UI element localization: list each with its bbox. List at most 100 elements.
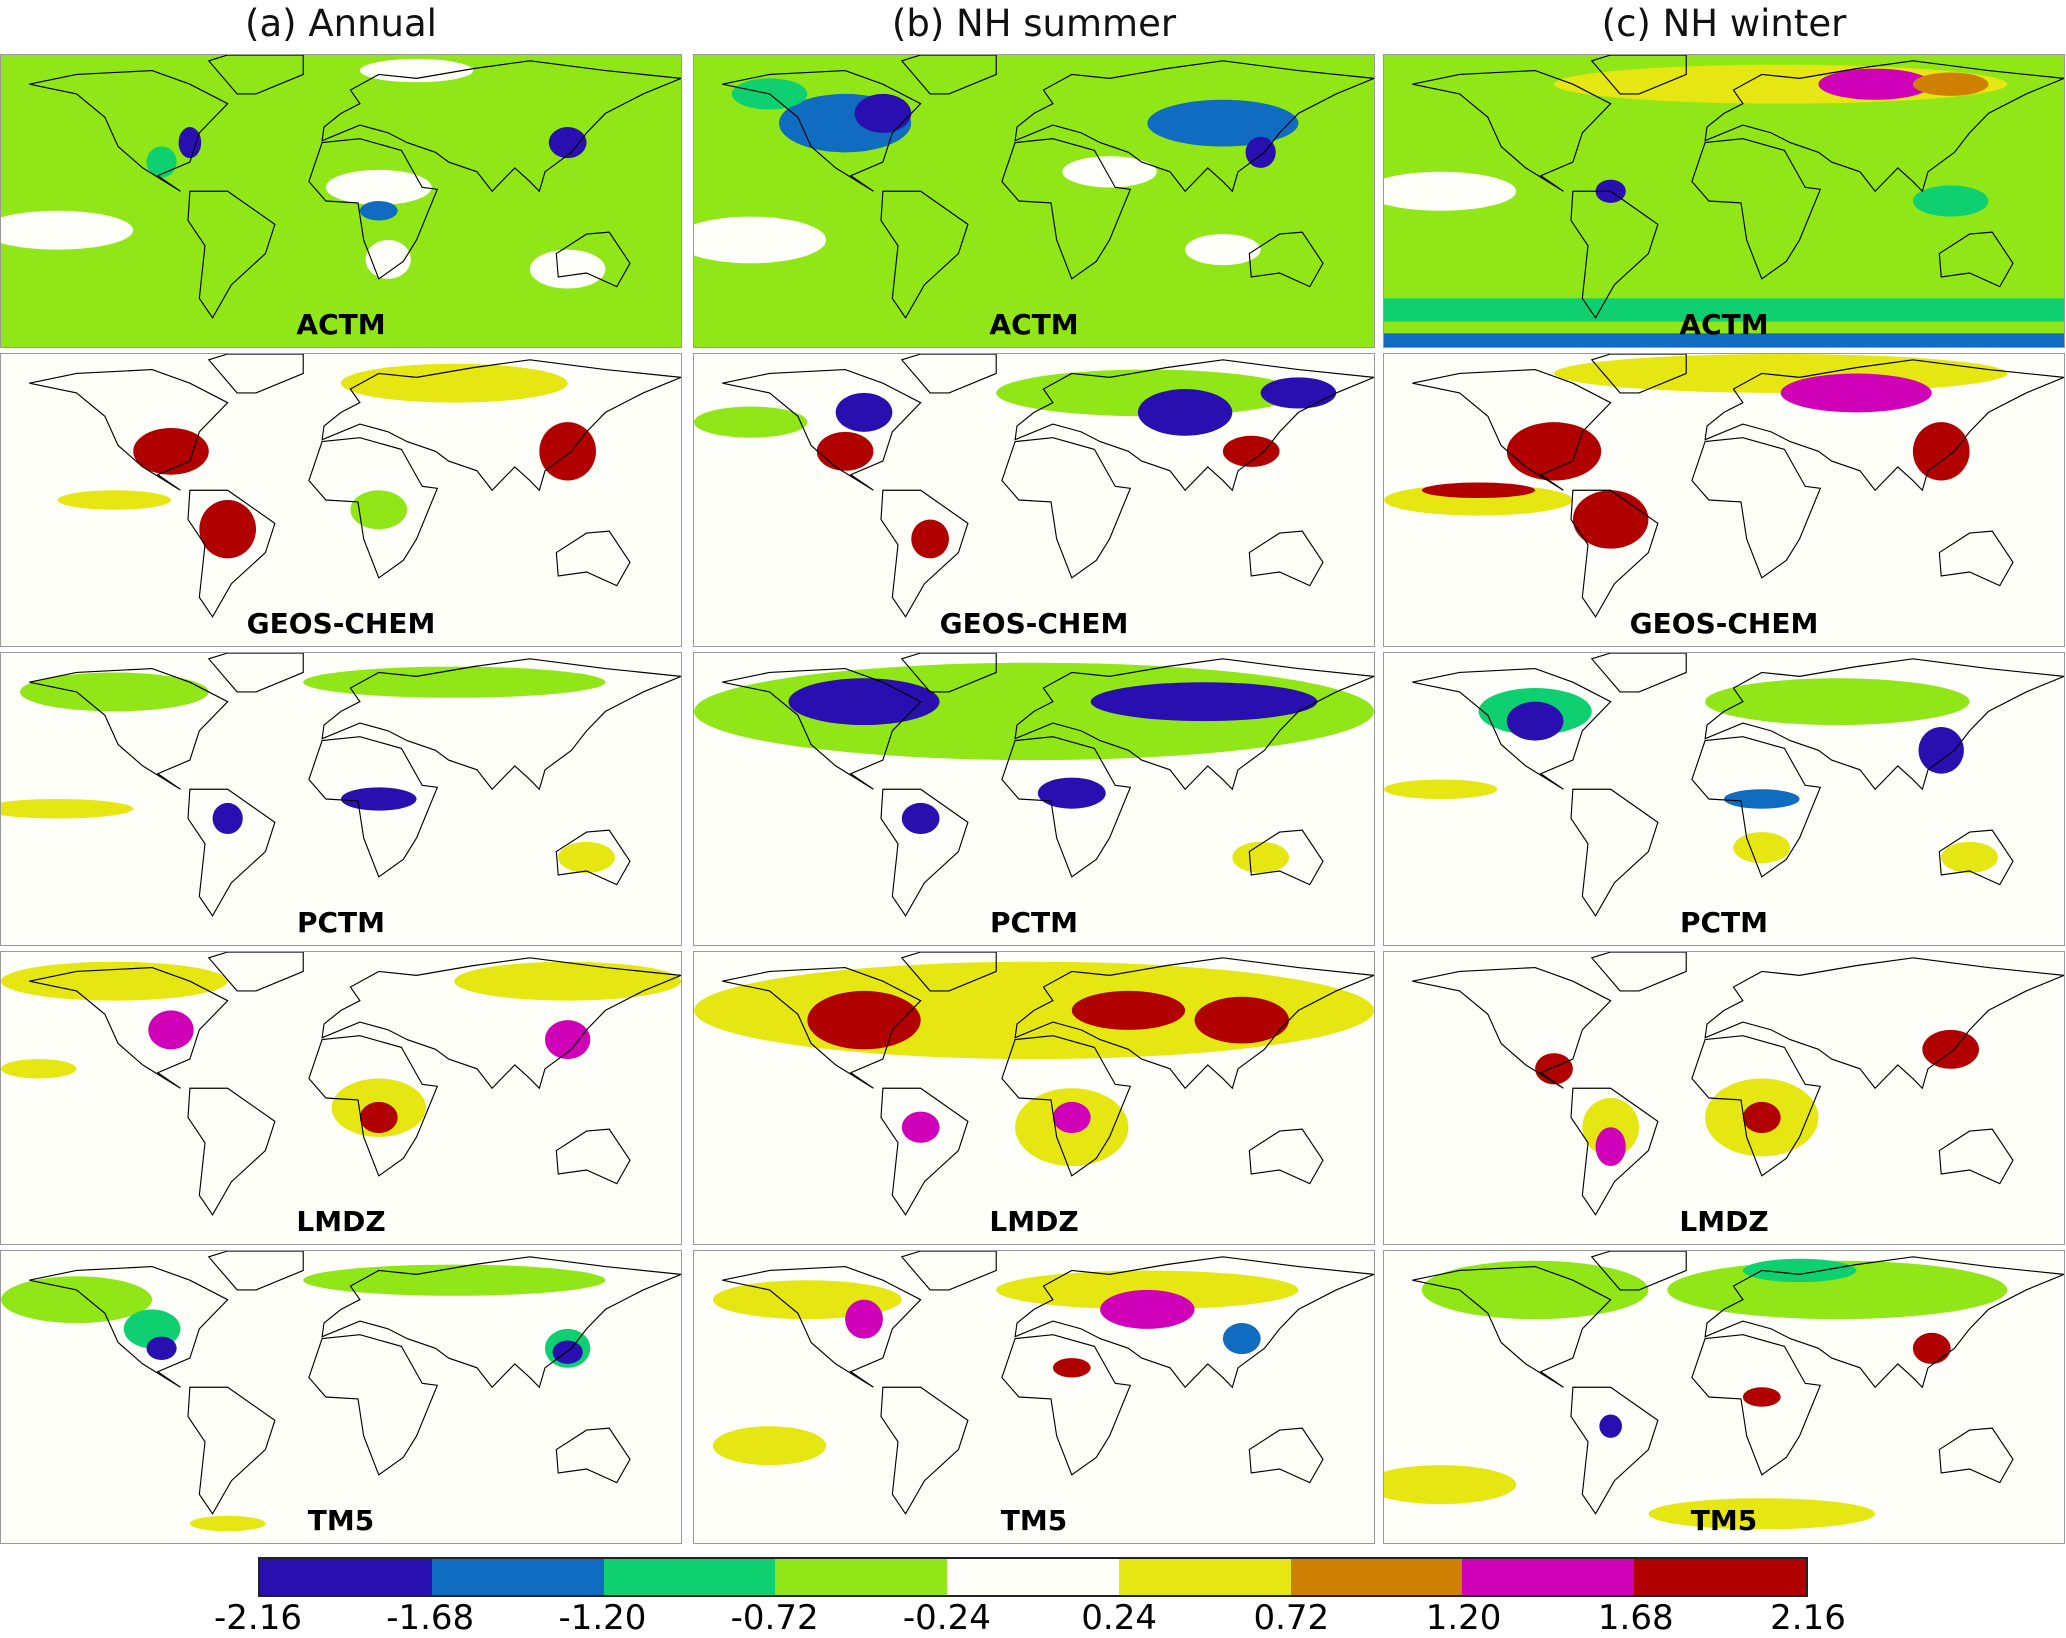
anomaly-region <box>1554 354 2008 393</box>
coastline <box>1704 1256 2064 1389</box>
coastline <box>722 667 922 790</box>
anomaly-region <box>341 363 568 403</box>
anomaly-region <box>146 1336 177 1361</box>
coastline <box>880 788 969 917</box>
anomaly-region <box>19 672 209 712</box>
colorbar-tick: 1.20 <box>1425 1598 1502 1638</box>
model-label: ACTM <box>1679 308 1769 341</box>
coastline <box>722 69 922 192</box>
map-panel-pctm-nh-winter: PCTM <box>1383 652 2065 946</box>
anomaly-region <box>1922 1029 1979 1069</box>
anomaly-region <box>1100 1289 1195 1329</box>
anomaly-region <box>1 210 134 250</box>
anomaly-region <box>1599 1414 1622 1438</box>
map-panel-geos-chem-annual: GEOS-CHEM <box>0 353 682 647</box>
coastline <box>1570 190 1659 319</box>
coastline <box>308 437 439 579</box>
coastline <box>1590 653 1687 693</box>
coastline <box>187 1386 276 1515</box>
coastline <box>1248 530 1324 587</box>
anomaly-region <box>359 201 398 221</box>
model-label: PCTM <box>1679 906 1769 939</box>
anomaly-region <box>1912 422 1970 481</box>
anomaly-region <box>539 422 596 481</box>
coastline <box>1014 957 1374 1090</box>
anomaly-region <box>1421 1260 1649 1320</box>
colorbar-tick: -2.16 <box>214 1598 302 1638</box>
anomaly-region <box>1 799 134 819</box>
map-image <box>1384 1251 2064 1543</box>
anomaly-region <box>694 216 827 264</box>
coastline <box>1691 736 1822 878</box>
anomaly-region <box>454 961 681 1001</box>
colorbar-segment <box>1462 1559 1635 1595</box>
colorbar-segment <box>775 1559 948 1595</box>
colorbar-segment <box>431 1559 604 1595</box>
coastline <box>1938 829 2014 886</box>
coastline <box>1590 55 1687 95</box>
colorbar-tick: 0.72 <box>1253 1598 1330 1638</box>
coastline <box>187 788 276 917</box>
map-image <box>1384 653 2064 945</box>
anomaly-region <box>1733 832 1791 864</box>
colorbar-tick: 2.16 <box>1770 1598 1846 1638</box>
coastline <box>880 1087 969 1216</box>
coastline <box>29 667 229 790</box>
colorbar-tick: -1.68 <box>386 1598 475 1638</box>
coastline <box>1248 1427 1324 1484</box>
colorbar-tick: 0.24 <box>1081 1598 1157 1638</box>
coastline <box>308 736 439 878</box>
anomaly-band <box>1384 298 2064 322</box>
coastline <box>321 957 681 1090</box>
coastline <box>900 1251 997 1291</box>
anomaly-region <box>1572 490 1649 549</box>
coastline <box>1014 359 1374 492</box>
anomaly-region <box>359 1101 398 1134</box>
anomaly-region <box>1062 156 1157 188</box>
anomaly-region <box>148 1010 194 1050</box>
coastline <box>1570 489 1659 618</box>
model-label: LMDZ <box>1679 1205 1769 1238</box>
model-label: GEOS-CHEM <box>1629 607 1819 640</box>
colorbar-tick: -0.24 <box>902 1598 991 1638</box>
column-title-nh-summer: (b) NH summer <box>891 2 1177 45</box>
anomaly-region <box>529 249 606 289</box>
map-panel-actm-nh-summer: ACTM <box>693 54 1375 348</box>
map-image <box>1384 354 2064 646</box>
coastline <box>722 1265 922 1388</box>
anomaly-region <box>1071 990 1186 1030</box>
coastline <box>1570 1087 1659 1216</box>
coastline <box>900 952 997 992</box>
colorbar-segment <box>260 1559 432 1595</box>
coastline <box>1412 368 1612 491</box>
coastline <box>187 489 276 618</box>
column-title-nh-winter: (c) NH winter <box>1601 2 1847 45</box>
coastline <box>1014 1256 1374 1389</box>
coastline <box>1001 437 1132 579</box>
model-label: TM5 <box>307 1504 375 1537</box>
anomaly-region <box>303 1264 606 1296</box>
anomaly-region <box>341 787 417 811</box>
map-panel-tm5-annual: TM5 <box>0 1250 682 1544</box>
coastline <box>321 60 681 193</box>
map-panel-tm5-nh-winter: TM5 <box>1383 1250 2065 1544</box>
map-panel-pctm-nh-summer: PCTM <box>693 652 1375 946</box>
map-panel-geos-chem-nh-winter: GEOS-CHEM <box>1383 353 2065 647</box>
map-panel-actm-nh-winter: ACTM <box>1383 54 2065 348</box>
coastline <box>1938 530 2014 587</box>
anomaly-region <box>1 1276 153 1324</box>
coastline <box>207 1251 304 1291</box>
coastline <box>1704 957 2064 1090</box>
map-image <box>1384 55 2064 347</box>
coastline <box>1590 354 1687 394</box>
coastline <box>1412 69 1612 192</box>
anomaly-region <box>1090 682 1318 722</box>
model-label: TM5 <box>1000 1504 1068 1537</box>
anomaly-region <box>1912 72 1989 96</box>
coastline <box>1691 138 1822 280</box>
anomaly-region <box>1185 234 1261 266</box>
anomaly-region <box>1052 1358 1091 1378</box>
anomaly-region <box>1384 779 1498 799</box>
map-image <box>694 55 1374 347</box>
anomaly-region <box>807 990 921 1050</box>
